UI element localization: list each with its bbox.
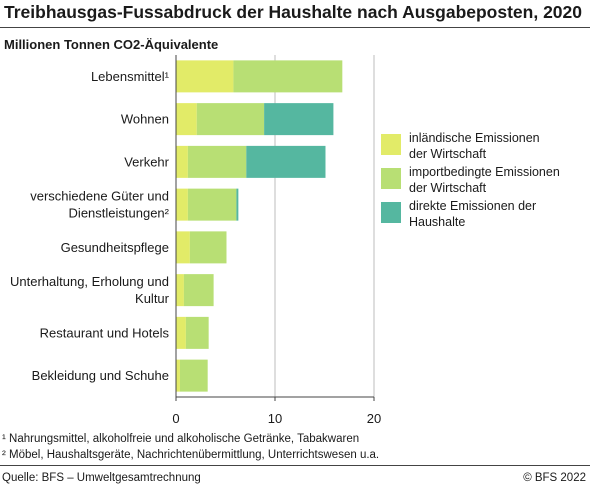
legend-swatch-0 (381, 134, 401, 155)
legend-swatch-2 (381, 202, 401, 223)
bar-4-series-0 (176, 231, 190, 264)
source-text: Quelle: BFS – Umweltgesamtrechnung (2, 472, 201, 484)
legend-item-2: direkte Emissionen der Haushalte (381, 198, 590, 230)
category-label-5-line-0: Unterhaltung, Erholung und (10, 274, 169, 289)
bar-4-series-1 (189, 231, 227, 264)
legend-label-1-line-1: der Wirtschaft (409, 181, 487, 195)
chart-subtitle: Millionen Tonnen CO2-Äquivalente (4, 37, 219, 52)
bar-3-series-0 (176, 188, 188, 221)
bar-3-series-2 (236, 188, 239, 221)
category-label-0: Lebensmittel¹ (91, 69, 170, 84)
bar-2-series-0 (176, 145, 188, 178)
bar-5-series-0 (176, 274, 184, 307)
chart-title: Treibhausgas-Fussabdruck der Haushalte n… (4, 2, 583, 22)
category-label-4: Gesundheitspflege (61, 240, 169, 255)
bar-1-series-2 (264, 103, 334, 136)
category-label-3-line-1: Dienstleistungen² (69, 206, 170, 221)
legend-label-0-line-1: der Wirtschaft (409, 147, 487, 161)
legend-label-2-line-1: Haushalte (409, 215, 466, 229)
chart-legend: inländische Emissionen der Wirtschaft impo… (381, 130, 590, 232)
category-label-5-line-1: Kultur (135, 291, 170, 306)
bar-0-series-0 (176, 60, 234, 93)
category-label-7: Bekleidung und Schuhe (32, 368, 169, 383)
bar-7-series-1 (179, 359, 208, 392)
legend-swatch-1 (381, 168, 401, 189)
legend-label-1-line-0: importbedingte Emissionen (409, 165, 560, 179)
bar-6-series-1 (185, 316, 209, 349)
top-divider (0, 27, 590, 28)
x-tick-label-2: 20 (367, 411, 381, 426)
legend-item-1: importbedingte Emissionen der Wirtschaft (381, 164, 590, 196)
category-label-6: Restaurant und Hotels (40, 325, 170, 340)
category-label-1: Wohnen (121, 112, 169, 127)
bar-6-series-0 (176, 316, 186, 349)
bottom-divider (0, 465, 590, 466)
bar-0-series-1 (233, 60, 343, 93)
copyright-text: © BFS 2022 (523, 472, 586, 484)
bar-1-series-0 (176, 103, 197, 136)
footnote-1: ¹ Nahrungsmittel, alkoholfreie und alkoh… (2, 433, 360, 445)
bar-7-series-0 (176, 359, 180, 392)
footnote-2: ² Möbel, Haushaltsgeräte, Nachrichtenübe… (2, 449, 380, 461)
bar-5-series-1 (183, 274, 214, 307)
legend-item-0: inländische Emissionen der Wirtschaft (381, 130, 590, 162)
x-tick-label-1: 10 (268, 411, 282, 426)
bar-3-series-1 (187, 188, 237, 221)
category-label-3-line-0: verschiedene Güter und (30, 189, 169, 204)
bar-1-series-1 (196, 103, 265, 136)
bar-2-series-2 (246, 145, 326, 178)
legend-label-2-line-0: direkte Emissionen der (409, 199, 537, 213)
bar-2-series-1 (187, 145, 247, 178)
legend-label-0-line-0: inländische Emissionen (409, 131, 540, 145)
x-tick-label-0: 0 (172, 411, 179, 426)
category-label-2: Verkehr (124, 154, 169, 169)
